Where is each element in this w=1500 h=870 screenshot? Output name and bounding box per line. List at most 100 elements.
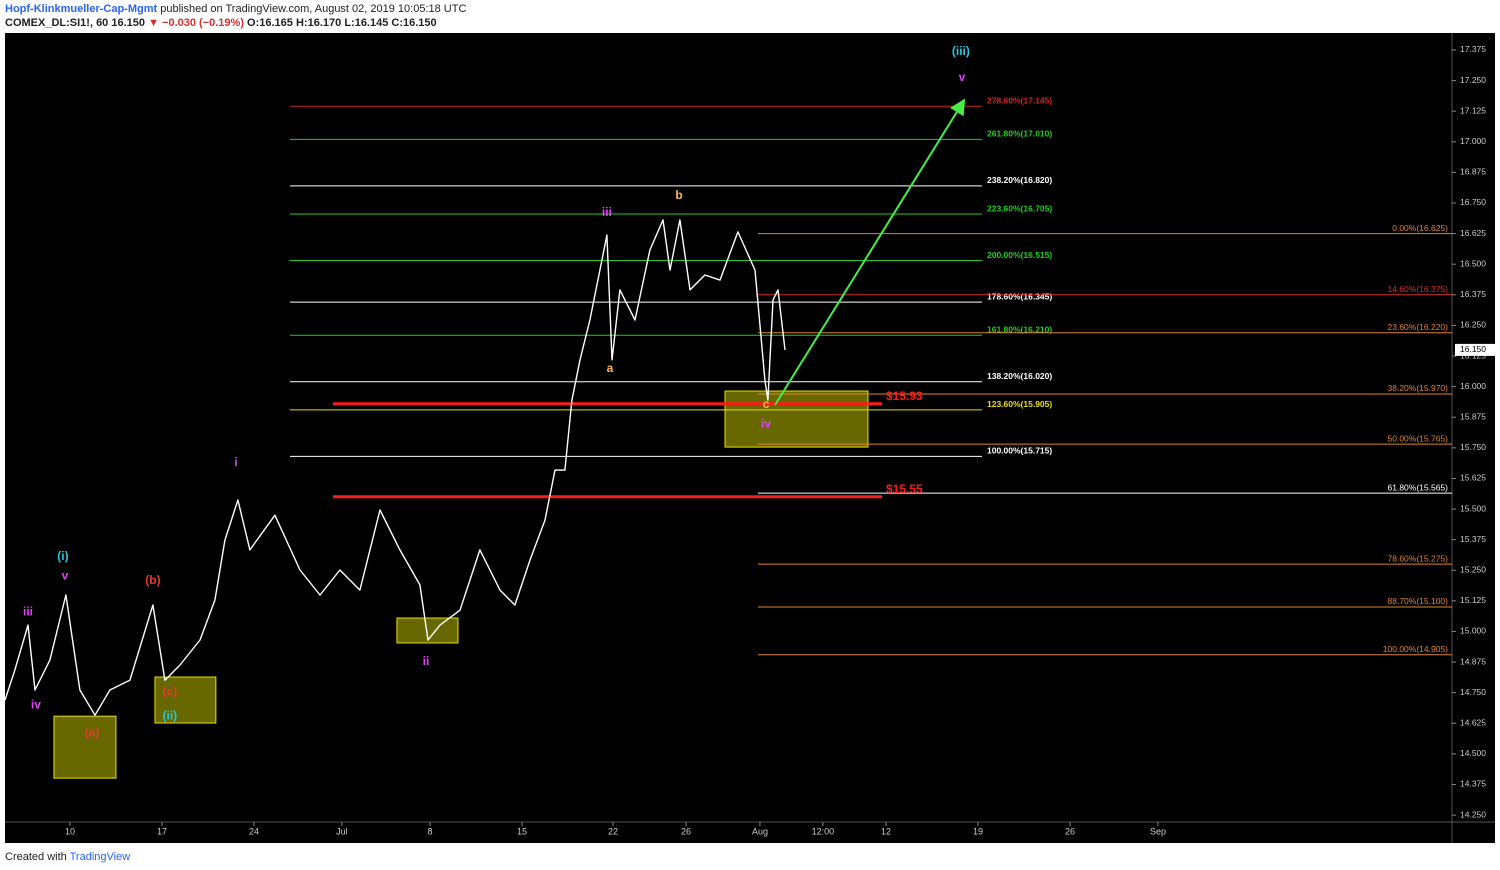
y-tick-label: 14.625 [1460,718,1486,728]
wave-label: (i) [57,549,68,563]
fib-extension-label: 278.60%(17.145) [987,96,1052,106]
x-tick-label: 26 [1065,826,1075,836]
fib-extension-label: 123.60%(15.905) [987,399,1052,409]
header-line-2: COMEX_DL:SI1!, 60 16.150 ▼ −0.030 (−0.19… [5,17,437,29]
author[interactable]: Hopf-Klinkmueller-Cap-Mgmt [5,3,158,15]
x-tick-label: 15 [517,826,527,836]
y-tick-label: 17.250 [1460,75,1486,85]
y-tick-label: 17.000 [1460,136,1486,146]
y-tick-label: 15.750 [1460,442,1486,452]
y-tick-label: 16.500 [1460,258,1486,268]
y-tick-label: 16.625 [1460,228,1486,238]
last-price-tag [1455,343,1495,356]
wave-label: v [62,568,69,582]
y-tick-label: 16.875 [1460,167,1486,177]
wave-label: iii [23,604,33,618]
x-tick-label: 12 [881,826,891,836]
fib-retracement-label: 88.70%(15.100) [1388,596,1449,606]
wave-label: v [959,70,966,84]
price-line [4,219,786,716]
fib-retracement-label: 100.00%(14.905) [1383,644,1448,654]
level-label: $15.55 [886,482,923,496]
x-tick-label: 24 [249,826,259,836]
x-tick-label: 19 [973,826,983,836]
fib-extension-label: 238.20%(16.820) [987,175,1052,185]
wave-label: iii [602,205,612,219]
x-tick-label: Aug [752,826,768,836]
x-tick-label: 12:00 [812,826,835,836]
close: C:16.150 [391,17,437,29]
wave-label: (c) [163,684,178,698]
fib-extension-label: 200.00%(16.515) [987,250,1052,260]
x-tick-label: Jul [336,826,348,836]
wave-label: (a) [85,725,100,739]
y-tick-label: 14.875 [1460,656,1486,666]
open: O:16.165 [247,17,293,29]
zone [154,676,217,724]
fib-retracement-label: 61.80%(15.565) [1388,482,1449,492]
y-tick-label: 15.500 [1460,503,1486,513]
fib-extension-label: 100.00%(15.715) [987,446,1052,456]
y-tick-label: 14.375 [1460,779,1486,789]
fib-retracement-label: 50.00%(15.765) [1388,433,1449,443]
wave-label: (b) [145,573,160,587]
x-tick-label: 22 [608,826,618,836]
zone [53,715,117,779]
x-tick-label: 26 [681,826,691,836]
high: H:16.170 [295,17,342,29]
y-tick-label: 14.250 [1460,809,1486,819]
zone [724,390,869,448]
y-tick-label: 16.750 [1460,197,1486,207]
low: L:16.145 [344,17,389,29]
y-tick-label: 15.125 [1460,595,1486,605]
y-tick-label: 15.375 [1460,534,1486,544]
y-tick-label: 14.500 [1460,748,1486,758]
fib-extension-label: 161.80%(16.210) [987,324,1052,334]
fib-retracement-label: 38.20%(15.970) [1388,383,1449,393]
fib-extension-label: 223.60%(16.705) [987,203,1052,213]
y-tick-label: 15.875 [1460,411,1486,421]
x-tick-label: Sep [1150,826,1166,836]
published: published on TradingView.com, August 02,… [160,3,467,15]
wave-label: iv [761,416,771,430]
wave-label: (iii) [952,44,970,58]
y-tick-label: 15.625 [1460,473,1486,483]
last-price-label: 16.150 [1460,344,1486,354]
fib-retracement-label: 78.60%(15.275) [1388,553,1449,563]
x-tick-label: 8 [428,826,433,836]
level-label: $15.93 [886,389,923,403]
created: Created with [5,851,67,863]
wave-label: (ii) [163,708,178,722]
fib-retracement-label: 0.00%(16.625) [1392,223,1448,233]
last: 16.150 [111,17,146,29]
x-tick-label: 17 [157,826,167,836]
change: ▼ −0.030 (−0.19%) [148,17,244,29]
x-tick-label: 10 [65,826,75,836]
fib-retracement-label: 14.60%(16.375) [1388,284,1449,294]
y-tick-label: 17.125 [1460,105,1486,115]
wave-label: i [234,455,237,469]
header-line-1: Hopf-Klinkmueller-Cap-Mgmt published on … [5,3,466,15]
fib-extension-label: 178.60%(16.345) [987,291,1052,301]
y-tick-label: 16.375 [1460,289,1486,299]
fib-extension-label: 261.80%(17.010) [987,129,1052,139]
wave-label: ii [423,654,430,668]
symbol: COMEX_DL:SI1!, 60 [5,17,109,29]
brand[interactable]: TradingView [69,851,131,863]
wave-label: a [607,361,614,375]
y-tick-label: 16.000 [1460,381,1486,391]
wave-label: c [763,397,770,411]
fib-extension-label: 138.20%(16.020) [987,371,1052,381]
wave-label: iv [31,697,41,711]
y-tick-label: 16.250 [1460,320,1486,330]
footer: Created with TradingView [5,851,130,863]
fib-retracement-label: 23.60%(16.220) [1388,322,1449,332]
arrow [774,98,966,406]
wave-label: b [675,188,682,202]
y-tick-label: 15.000 [1460,626,1486,636]
y-tick-label: 17.375 [1460,44,1486,54]
y-tick-label: 15.250 [1460,565,1486,575]
y-tick-label: 14.750 [1460,687,1486,697]
